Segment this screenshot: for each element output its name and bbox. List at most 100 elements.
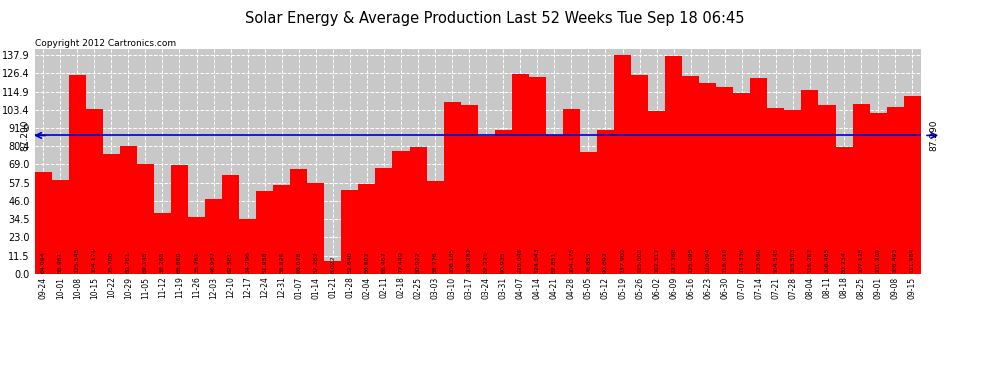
Text: 35.761: 35.761 [194, 251, 199, 273]
Bar [86, 109, 103, 274]
Bar [444, 102, 460, 274]
Bar [716, 87, 734, 274]
Text: 46.937: 46.937 [211, 251, 216, 273]
Bar [836, 147, 852, 274]
Text: 69.145: 69.145 [143, 251, 148, 273]
Bar [580, 152, 597, 274]
Bar [427, 181, 444, 274]
Bar [460, 105, 478, 274]
Bar [563, 109, 580, 274]
Text: 75.700: 75.700 [109, 251, 114, 273]
Bar [682, 75, 699, 274]
Bar [153, 213, 171, 274]
Text: 106.465: 106.465 [825, 248, 830, 273]
Text: 90.935: 90.935 [501, 251, 506, 273]
Text: 66.078: 66.078 [296, 252, 301, 273]
Bar [512, 74, 529, 274]
Bar [545, 135, 563, 274]
Text: 76.855: 76.855 [586, 252, 591, 273]
Text: 68.860: 68.860 [177, 252, 182, 273]
Text: Copyright 2012 Cartronics.com: Copyright 2012 Cartronics.com [35, 39, 176, 48]
Text: 116.267: 116.267 [808, 248, 813, 273]
Text: 58.981: 58.981 [57, 252, 62, 273]
Text: 77.449: 77.449 [399, 251, 404, 273]
Bar [665, 56, 682, 274]
Text: 38.285: 38.285 [160, 251, 165, 273]
Bar [120, 146, 137, 274]
Text: 58.776: 58.776 [433, 251, 438, 273]
Bar [68, 75, 86, 274]
Bar [478, 135, 495, 274]
Bar [171, 165, 188, 274]
Text: 80.781: 80.781 [126, 252, 131, 273]
Text: 80.234: 80.234 [842, 251, 846, 273]
Bar [904, 96, 921, 274]
Bar [750, 78, 767, 274]
Text: 124.043: 124.043 [535, 247, 540, 273]
Bar [631, 75, 648, 274]
Text: 107.125: 107.125 [858, 248, 863, 273]
Text: 137.268: 137.268 [671, 248, 676, 273]
Text: 120.094: 120.094 [705, 248, 710, 273]
Text: 104.175: 104.175 [569, 248, 574, 273]
Text: 123.650: 123.650 [756, 248, 761, 273]
Text: 55.826: 55.826 [279, 252, 284, 273]
Text: 66.487: 66.487 [381, 251, 386, 273]
Bar [307, 183, 325, 274]
Bar [358, 184, 375, 274]
Text: 87.851: 87.851 [551, 252, 556, 273]
Bar [205, 200, 222, 274]
Text: 125.603: 125.603 [637, 248, 643, 273]
Text: 125.545: 125.545 [75, 248, 80, 273]
Bar [137, 164, 153, 274]
Text: 118.019: 118.019 [723, 248, 728, 273]
Text: 106.282: 106.282 [466, 248, 471, 273]
Bar [802, 90, 819, 274]
Text: 80.022: 80.022 [416, 251, 421, 273]
Text: 8.022: 8.022 [331, 255, 336, 273]
Text: 103.503: 103.503 [790, 248, 795, 273]
Text: 104.545: 104.545 [773, 248, 778, 273]
Bar [290, 169, 307, 274]
Text: 51.958: 51.958 [262, 252, 267, 273]
Text: 87.221: 87.221 [484, 251, 489, 273]
Text: 125.095: 125.095 [688, 248, 693, 273]
Text: 87.290: 87.290 [930, 120, 939, 151]
Bar [342, 190, 358, 274]
Bar [392, 151, 410, 274]
Text: 104.171: 104.171 [92, 248, 97, 273]
Text: 56.802: 56.802 [364, 252, 369, 273]
Bar [887, 106, 904, 274]
Text: 111.984: 111.984 [910, 248, 915, 273]
Bar [614, 55, 631, 274]
Bar [495, 130, 512, 274]
Text: 62.581: 62.581 [228, 252, 233, 273]
Bar [648, 111, 665, 274]
Text: 126.046: 126.046 [518, 248, 523, 273]
Bar [597, 130, 614, 274]
Bar [103, 154, 120, 274]
Bar [256, 191, 273, 274]
Text: 64.094: 64.094 [41, 251, 46, 273]
Bar [852, 104, 869, 274]
Bar [35, 172, 51, 274]
Bar [222, 175, 240, 274]
Bar [699, 84, 716, 274]
Bar [869, 113, 887, 274]
Text: 34.796: 34.796 [246, 251, 250, 273]
Bar [784, 110, 802, 274]
Bar [767, 108, 784, 274]
Bar [240, 219, 256, 274]
Text: Solar Energy & Average Production Last 52 Weeks Tue Sep 18 06:45: Solar Energy & Average Production Last 5… [246, 11, 744, 26]
Text: 105.493: 105.493 [893, 248, 898, 273]
Bar [273, 185, 290, 274]
Text: 87.290: 87.290 [20, 120, 29, 151]
Text: 57.282: 57.282 [313, 251, 319, 273]
Bar [529, 77, 545, 274]
Bar [375, 168, 392, 274]
Bar [51, 180, 68, 274]
Text: 52.640: 52.640 [347, 251, 352, 273]
Bar [188, 217, 205, 274]
Bar [325, 261, 342, 274]
Text: 137.902: 137.902 [620, 247, 625, 273]
